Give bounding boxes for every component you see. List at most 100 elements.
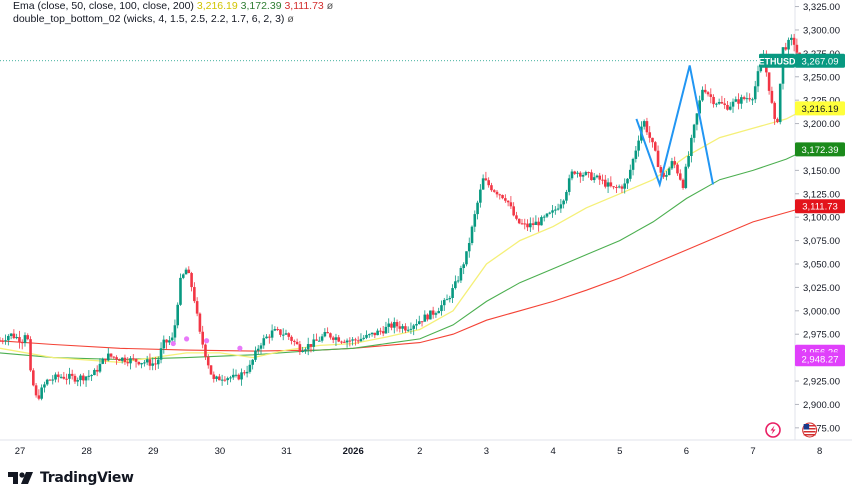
x-tick-label: 4 — [550, 446, 555, 457]
candle-body — [429, 310, 432, 320]
candle-body — [628, 169, 632, 179]
symbol-name: ETHUSD — [758, 56, 796, 66]
candle-body — [29, 339, 32, 371]
candle-body — [653, 142, 657, 151]
pattern-hidden-marker[interactable]: ø — [287, 13, 294, 25]
y-tick-label: 2,925.00 — [803, 377, 840, 388]
candle-body — [140, 363, 143, 365]
us-flag-icon[interactable] — [802, 422, 818, 438]
axis-label-ema200: 3,111.73 — [795, 199, 845, 214]
candle-body — [170, 337, 174, 341]
candle-body — [701, 89, 704, 101]
candle-body — [645, 121, 649, 133]
tradingview-logo[interactable]: TradingView — [8, 470, 134, 486]
candle-body — [784, 47, 788, 50]
x-tick-label: 5 — [617, 446, 622, 457]
candle-body — [301, 350, 304, 352]
axis-label-ema100: 3,172.39 — [795, 142, 845, 157]
candle-body — [731, 101, 735, 107]
ema50-line — [0, 108, 807, 363]
axis-label-ethusd: ETHUSD 3,267.09 — [758, 53, 845, 68]
candle-body — [245, 371, 249, 374]
candle-body — [384, 326, 388, 334]
candle-body — [112, 356, 116, 358]
candle-body — [520, 223, 524, 225]
candle-body — [134, 358, 138, 362]
candle-body — [431, 310, 435, 315]
candle-body — [756, 71, 760, 87]
candle-body — [148, 359, 152, 366]
candle-body — [492, 190, 496, 192]
candle-body — [448, 297, 452, 300]
y-tick-label: 3,000.00 — [803, 306, 840, 317]
lightning-icon[interactable] — [765, 422, 781, 438]
candle-body — [268, 336, 271, 338]
candle-body — [751, 99, 754, 101]
candle-body — [742, 97, 746, 99]
candle-body — [173, 325, 177, 338]
candle-body — [598, 175, 602, 180]
x-tick-label: 2 — [417, 446, 422, 457]
candle-body — [284, 333, 288, 335]
x-tick-label: 30 — [215, 446, 226, 457]
candle-body — [298, 344, 302, 352]
candle-body — [745, 98, 749, 100]
candle-body — [690, 137, 693, 157]
candle-body — [467, 243, 471, 252]
candle-body — [720, 102, 724, 104]
candle-body — [123, 357, 127, 363]
axis-label-ema50: 3,216.19 — [795, 101, 845, 116]
candle-body — [423, 314, 427, 322]
candle-body — [126, 362, 130, 364]
pattern-legend[interactable]: double_top_bottom_02 (wicks, 4, 1.5, 2.5… — [13, 13, 294, 25]
candle-body — [734, 99, 738, 102]
candle-body — [692, 124, 696, 138]
candle-body — [370, 332, 374, 335]
candle-body — [398, 326, 402, 329]
ema-hidden-marker[interactable]: ø — [326, 0, 334, 12]
candle-body — [415, 323, 418, 326]
candle-body — [1, 340, 5, 342]
candle-body — [293, 340, 296, 342]
candle-body — [76, 380, 80, 382]
candle-body — [204, 344, 207, 357]
price-tag-text: 2,948.27 — [802, 355, 839, 366]
candle-body — [567, 178, 571, 192]
candle-body — [162, 339, 166, 349]
candle-body — [7, 335, 10, 341]
candle-body — [595, 175, 599, 178]
candle-body — [381, 331, 385, 334]
candle-body — [151, 363, 155, 366]
candle-body — [195, 301, 199, 314]
candle-body — [18, 337, 21, 343]
candle-body — [490, 185, 493, 191]
candle-body — [615, 187, 618, 189]
candle-body — [559, 204, 563, 209]
candle-body — [498, 194, 502, 196]
x-tick-label: 8 — [817, 446, 822, 457]
candle-body — [587, 172, 590, 174]
symbol-tag — [759, 53, 795, 68]
candle-body — [273, 329, 277, 331]
candle-body — [459, 268, 463, 281]
price-tag-text: 3,111.73 — [802, 202, 838, 213]
candle-body — [387, 323, 391, 327]
candle-body — [404, 326, 407, 331]
y-tick-label: 3,125.00 — [803, 189, 840, 200]
candle-body — [612, 186, 615, 188]
ema-legend[interactable]: Ema (close, 50, close, 100, close, 200) … — [13, 0, 333, 12]
candle-body — [315, 339, 318, 341]
candle-body — [554, 209, 557, 211]
candle-body — [465, 251, 468, 265]
candle-body — [295, 341, 299, 345]
candle-body — [623, 183, 627, 189]
candle-body — [237, 374, 241, 380]
price-tag-text: 3,172.39 — [802, 145, 839, 156]
y-tick-label: 3,250.00 — [803, 72, 840, 83]
candle-body — [470, 226, 474, 244]
candle-body — [243, 372, 246, 374]
candle-body — [412, 325, 416, 329]
candle-body — [648, 132, 652, 138]
candle-body — [54, 374, 57, 380]
